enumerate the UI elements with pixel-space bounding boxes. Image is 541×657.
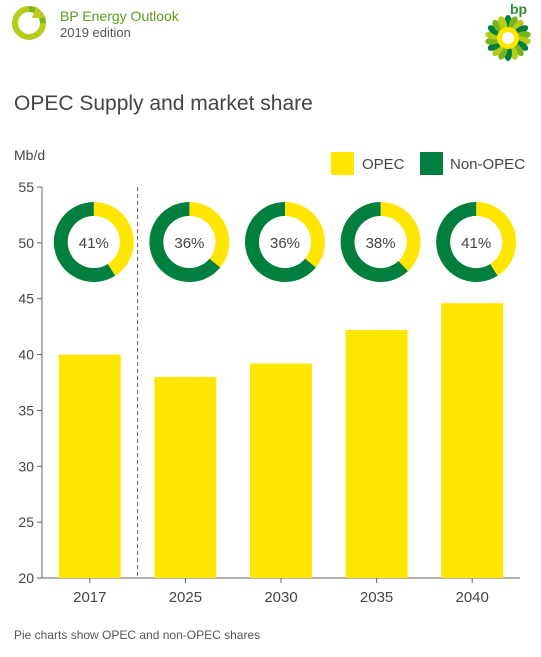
pie-opec-slice-2025 bbox=[189, 202, 230, 268]
y-axis-label: Mb/d bbox=[14, 147, 45, 163]
pie-label-2035: 38% bbox=[366, 235, 396, 252]
energy-outlook-logo-icon bbox=[12, 6, 46, 40]
bp-wordmark: bp bbox=[510, 1, 528, 17]
y-tick-label-55: 55 bbox=[18, 179, 34, 195]
x-tick-label-2017: 2017 bbox=[73, 589, 106, 606]
x-tick-label-2040: 2040 bbox=[456, 589, 489, 606]
pie-hole-2040 bbox=[450, 216, 503, 268]
y-tick-label-30: 30 bbox=[18, 458, 34, 474]
pie-opec-slice-2035 bbox=[380, 202, 421, 272]
pie-label-2030: 36% bbox=[270, 235, 300, 252]
bar-2035 bbox=[345, 329, 408, 578]
y-tick-label-35: 35 bbox=[18, 402, 34, 418]
legend-label-opec: OPEC bbox=[362, 156, 405, 173]
y-tick-label-20: 20 bbox=[18, 570, 34, 586]
pie-non-opec-slice-2040 bbox=[436, 202, 498, 282]
legend-swatch-opec bbox=[331, 152, 354, 175]
y-tick-label-45: 45 bbox=[18, 291, 34, 307]
legend-swatch-non-opec bbox=[420, 152, 443, 175]
x-tick-label-2035: 2035 bbox=[360, 589, 393, 606]
x-tick-label-2030: 2030 bbox=[264, 589, 297, 606]
pie-non-opec-slice-2035 bbox=[340, 202, 408, 282]
pie-opec-slice-2017 bbox=[93, 202, 134, 276]
pie-opec-slice-2030 bbox=[285, 202, 325, 268]
x-tick-label-2025: 2025 bbox=[169, 589, 202, 606]
bp-helios-logo-icon bbox=[485, 15, 531, 61]
pie-label-2025: 36% bbox=[174, 235, 204, 252]
bar-2017 bbox=[58, 354, 121, 578]
pie-non-opec-slice-2025 bbox=[149, 202, 221, 282]
outlook-title: BP Energy Outlook bbox=[60, 8, 179, 24]
bar-2030 bbox=[250, 363, 312, 578]
bar-2040 bbox=[441, 303, 504, 578]
pie-hole-2025 bbox=[163, 216, 216, 268]
pie-hole-2017 bbox=[67, 216, 120, 268]
pie-hole-2035 bbox=[354, 216, 407, 268]
edition-label: 2019 edition bbox=[60, 25, 131, 40]
y-tick-label-25: 25 bbox=[18, 514, 34, 530]
pie-opec-slice-2040 bbox=[476, 202, 517, 276]
y-tick-label-50: 50 bbox=[18, 235, 34, 251]
y-tick-label-40: 40 bbox=[18, 347, 34, 363]
pie-non-opec-slice-2017 bbox=[53, 202, 116, 282]
pie-non-opec-slice-2030 bbox=[244, 202, 316, 283]
chart-title: OPEC Supply and market share bbox=[14, 92, 313, 115]
legend-label-non-opec: Non-OPEC bbox=[450, 156, 525, 173]
bar-2025 bbox=[154, 376, 217, 578]
pie-label-2040: 41% bbox=[461, 235, 491, 252]
pie-hole-2030 bbox=[259, 216, 311, 268]
chart-footnote: Pie charts show OPEC and non-OPEC shares bbox=[14, 628, 261, 642]
pie-label-2017: 41% bbox=[79, 235, 109, 252]
